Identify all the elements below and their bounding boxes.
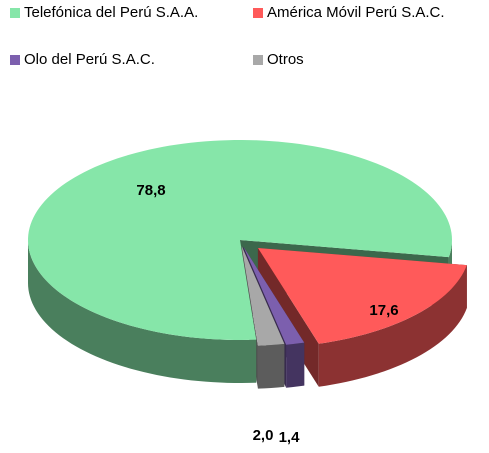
slice-side (28, 240, 257, 383)
legend-label: Telefónica del Perú S.A.A. (24, 4, 198, 21)
legend-swatch (10, 8, 20, 18)
legend-swatch (253, 55, 263, 65)
slice-side (286, 342, 305, 388)
legend-swatch (253, 8, 263, 18)
slice-side (318, 265, 467, 387)
legend-label: Otros (267, 51, 304, 68)
slice (28, 140, 452, 340)
value-label: 2,0 (253, 427, 274, 444)
value-label: 78,8 (136, 182, 165, 199)
slice-side (257, 343, 285, 389)
legend-swatch (10, 55, 20, 65)
value-label: 17,6 (369, 302, 398, 319)
legend-label: América Móvil Perú S.A.C. (267, 4, 445, 21)
legend-label: Olo del Perú S.A.C. (24, 51, 155, 68)
slice (241, 245, 285, 346)
value-label: 1,4 (279, 429, 301, 446)
slice (243, 246, 305, 345)
slice (257, 247, 467, 344)
